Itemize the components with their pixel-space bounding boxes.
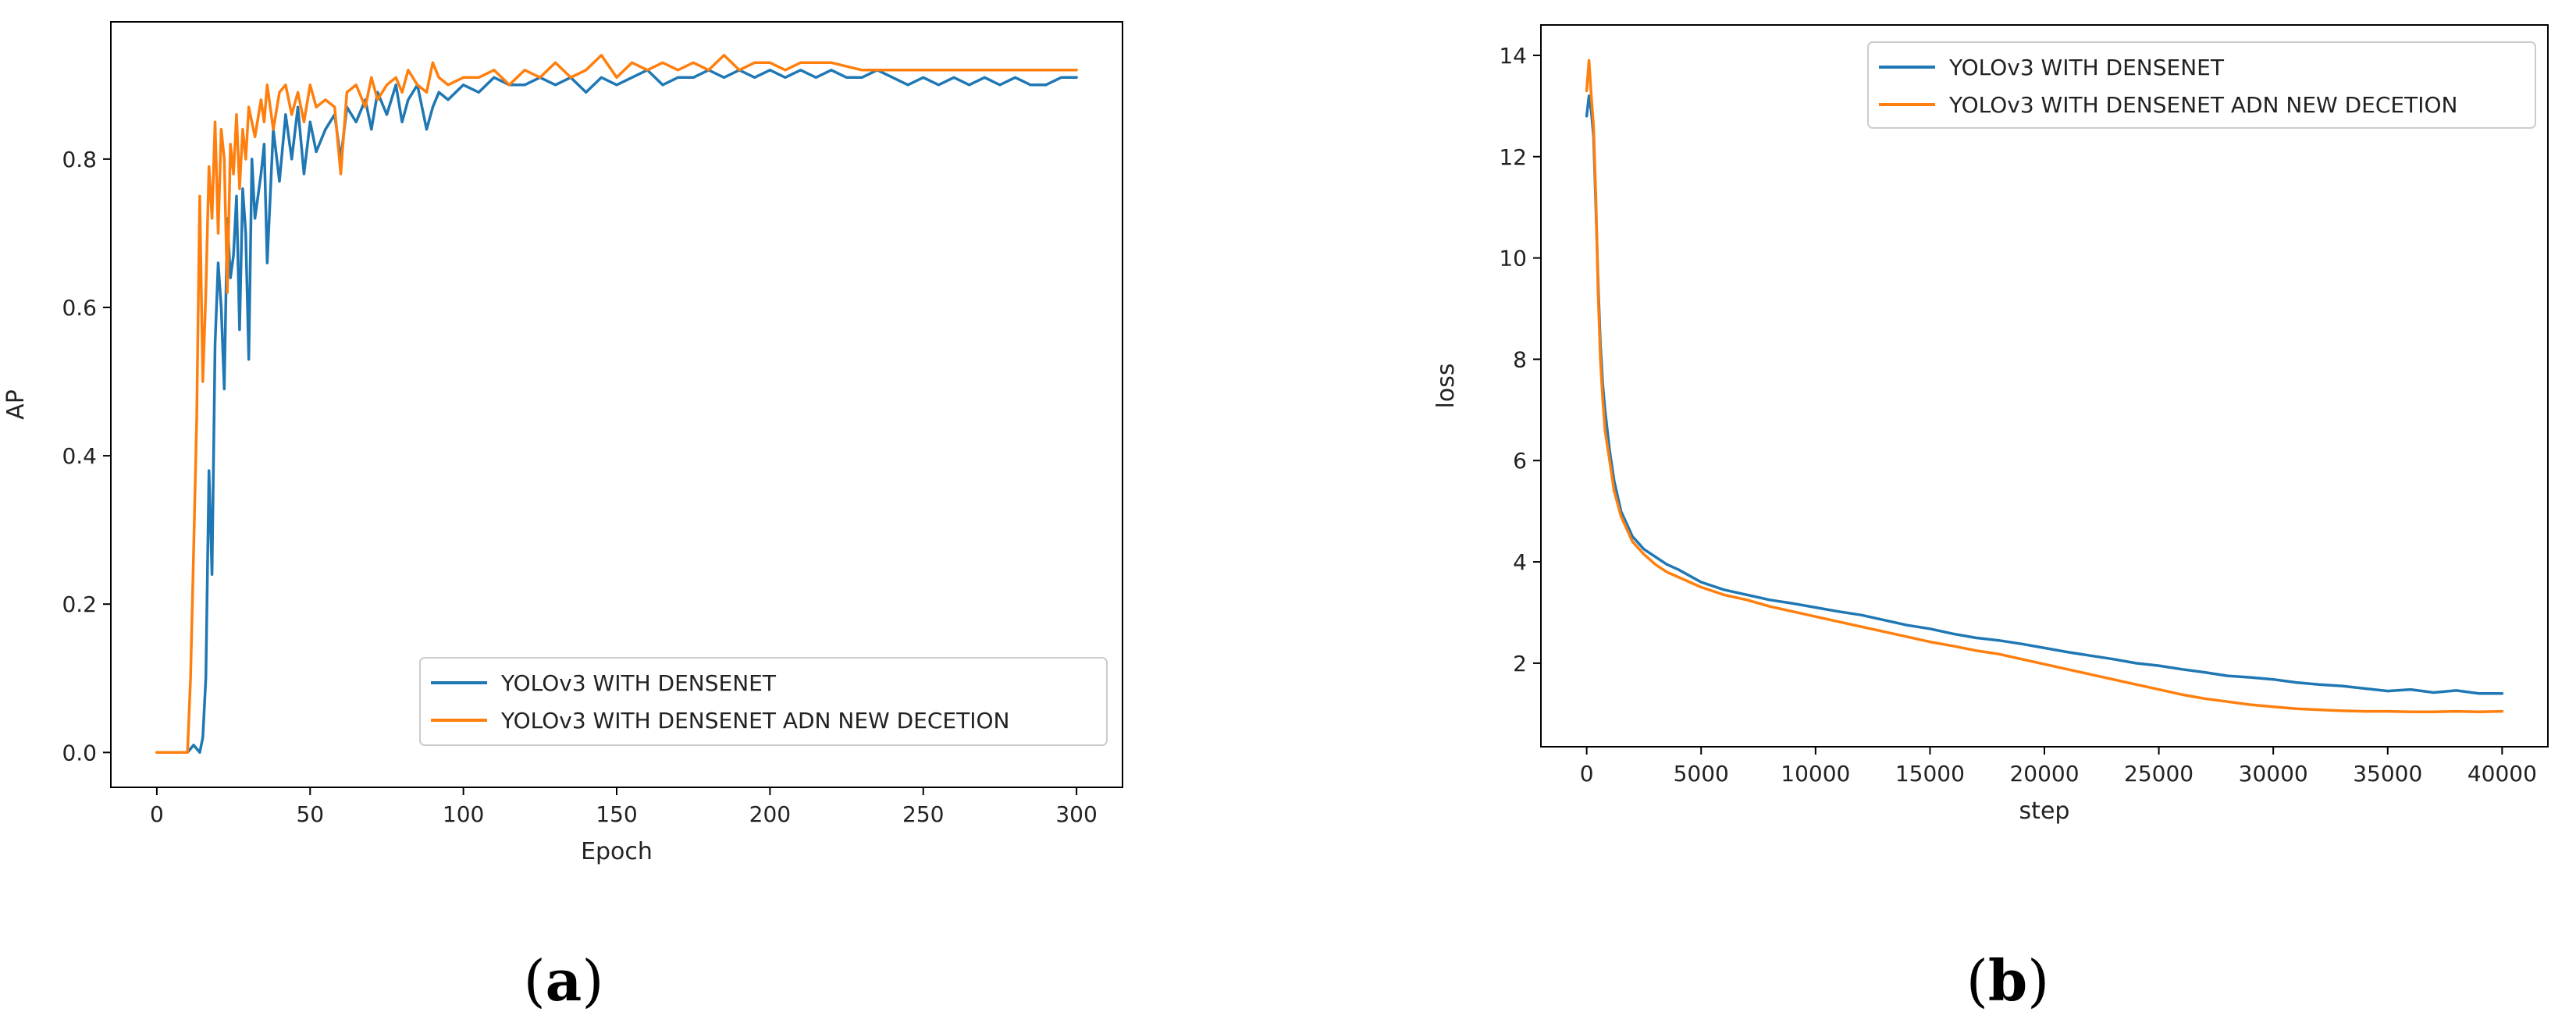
chart-b-y-axis-label: loss <box>1432 364 1460 409</box>
chart-b-x-tick-label: 10000 <box>1781 761 1850 787</box>
chart-b-y-tick-label: 2 <box>1513 651 1527 677</box>
chart-b-series-layer <box>1585 59 2504 713</box>
chart-a-x-tick-label: 100 <box>443 801 484 827</box>
chart-a-ticks-layer: 0 50 100 150 200 250 300 0.0 0.2 0.4 0.6 0.8 <box>62 147 1097 827</box>
chart-a-series-line-2 <box>155 54 1078 755</box>
chart-b-x-tick-label: 15000 <box>1895 761 1965 787</box>
panel-label-b: (b) <box>1966 947 2050 1014</box>
chart-b-x-tick-label: 5000 <box>1674 761 1729 787</box>
chart-b-y-tick-label: 6 <box>1513 448 1527 474</box>
chart-a-x-tick-label: 250 <box>902 801 944 827</box>
chart-a-series-line-1 <box>155 69 1078 755</box>
chart-b-legend: YOLOv3 WITH DENSENET YOLOv3 WITH DENSENE… <box>1867 41 2536 129</box>
chart-a-legend-label-1: YOLOv3 WITH DENSENET <box>500 670 777 696</box>
chart-a-y-tick-label: 0.2 <box>62 591 97 617</box>
chart-a-x-axis-label: Epoch <box>581 838 653 865</box>
chart-a-y-tick-label: 0.8 <box>62 147 97 172</box>
chart-panel-a: 0 50 100 150 200 250 3000.00.20.40.60.8 Epoch … <box>2 21 1123 865</box>
chart-b-x-axis-label: step <box>2019 797 2070 825</box>
chart-b-y-tick-label: 10 <box>1499 246 1527 272</box>
chart-a-y-axis-label: AP <box>2 389 30 420</box>
chart-b-series-line-1 <box>1585 94 2504 695</box>
chart-b-axes-frame <box>1540 24 2549 748</box>
chart-a-axes-frame <box>110 21 1123 788</box>
chart-panel-b: 0 5000 10000 15000 20000 25000 30000 35000 40000… <box>1432 24 2549 825</box>
chart-b-legend-box <box>1867 41 2536 129</box>
chart-a-y-tick-label: 0.0 <box>62 740 97 765</box>
chart-b-x-tick-label: 30000 <box>2239 761 2308 787</box>
chart-b-y-tick-label: 14 <box>1499 43 1527 69</box>
panel-label-a: (a) <box>524 947 604 1014</box>
chart-b-x-tick-label: 25000 <box>2124 761 2194 787</box>
chart-b-x-tick-label: 20000 <box>2009 761 2079 787</box>
chart-a-y-tick-label: 0.6 <box>62 295 97 321</box>
chart-a-series-layer <box>155 54 1078 755</box>
chart-b-x-tick-label: 40000 <box>2467 761 2537 787</box>
chart-b-series-line-2 <box>1585 59 2504 713</box>
chart-a-legend-label-2: YOLOv3 WITH DENSENET ADN NEW DECETION <box>500 708 1009 733</box>
chart-a-y-tick-label: 0.4 <box>62 443 97 469</box>
chart-a-legend-box <box>419 657 1108 746</box>
chart-b-x-tick-label: 0 <box>1580 761 1594 787</box>
chart-a-x-tick-label: 150 <box>596 801 637 827</box>
chart-b-y-tick-label: 4 <box>1513 549 1527 575</box>
chart-b-ticks-layer: 0 5000 10000 15000 20000 25000 30000 35000 40000… <box>1499 43 2537 787</box>
chart-a-x-tick-label: 0 <box>150 801 164 827</box>
chart-b-legend-label-2: YOLOv3 WITH DENSENET ADN NEW DECETION <box>1948 92 2457 118</box>
chart-a-x-tick-label: 300 <box>1055 801 1097 827</box>
chart-b-legend-label-1: YOLOv3 WITH DENSENET <box>1948 55 2225 80</box>
chart-b-x-tick-label: 35000 <box>2353 761 2422 787</box>
chart-a-x-tick-label: 50 <box>296 801 324 827</box>
chart-a-legend: YOLOv3 WITH DENSENET YOLOv3 WITH DENSENE… <box>419 657 1108 746</box>
chart-b-y-tick-label: 8 <box>1513 346 1527 372</box>
chart-b-y-tick-label: 12 <box>1499 144 1527 170</box>
chart-a-x-tick-label: 200 <box>749 801 791 827</box>
